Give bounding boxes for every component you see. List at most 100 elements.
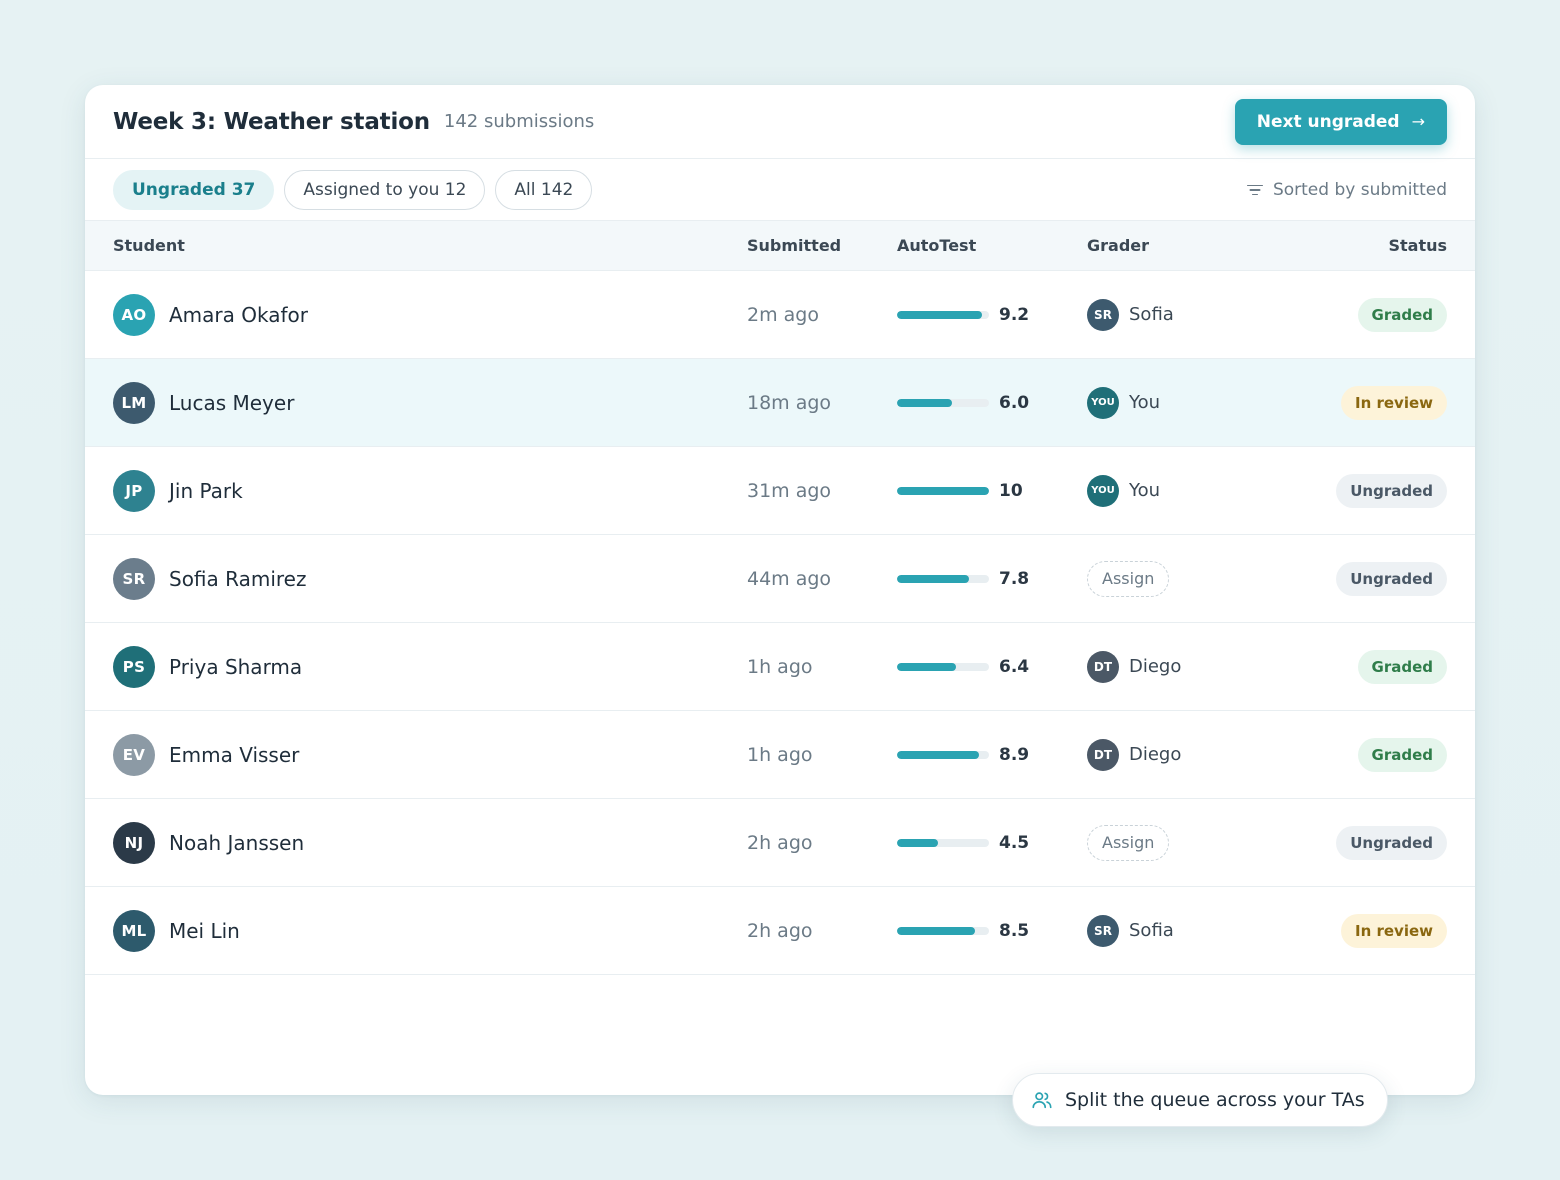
- column-header-submitted[interactable]: Submitted: [747, 236, 842, 255]
- table-row[interactable]: LM Lucas Meyer 18m ago 6.0 YOU You In review: [85, 359, 1475, 447]
- submissions-card: Week 3: Weather station 142 submissions …: [85, 85, 1475, 1095]
- autotest-cell: 6.0: [897, 393, 1087, 413]
- grader-cell: Assign: [1087, 560, 1287, 597]
- grader-cell: DT Diego: [1087, 650, 1287, 683]
- assign-grader-button[interactable]: Assign: [1087, 824, 1170, 861]
- grader-cell: SR Sofia: [1087, 298, 1287, 331]
- filter-chip-all[interactable]: All 142: [495, 169, 593, 210]
- grader-name: Diego: [1129, 656, 1182, 677]
- grader-cell: YOU You: [1087, 474, 1287, 507]
- status-cell: In review: [1287, 913, 1447, 948]
- grader-name: Sofia: [1129, 304, 1174, 325]
- grader-name: Sofia: [1129, 920, 1174, 941]
- table-header: Student Submitted AutoTest Grader Status: [85, 221, 1475, 271]
- filter-bar: Ungraded 37 Assigned to you 12 All 142 S…: [85, 159, 1475, 221]
- autotest-bar-fill: [897, 750, 979, 759]
- card-header: Week 3: Weather station 142 submissions …: [85, 85, 1475, 159]
- student-name[interactable]: Emma Visser: [169, 742, 300, 767]
- student-name[interactable]: Sofia Ramirez: [169, 566, 307, 591]
- submission-list: AO Amara Okafor 2m ago 9.2 SR Sofia Graded LM Lu…: [85, 271, 1475, 975]
- autotest-score: 8.9: [999, 744, 1030, 765]
- table-row[interactable]: ML Mei Lin 2h ago 8.5 SR Sofia In review: [85, 887, 1475, 975]
- student-cell: NJ Noah Janssen: [113, 821, 747, 864]
- submitted-cell: 2h ago: [747, 920, 897, 942]
- grader-cell: YOU You: [1087, 386, 1287, 419]
- autotest-bar: [897, 838, 989, 847]
- student-name[interactable]: Noah Janssen: [169, 830, 305, 855]
- avatar: AO: [113, 293, 155, 336]
- sort-icon: [1246, 184, 1263, 196]
- submitted-cell: 31m ago: [747, 480, 897, 502]
- table-row[interactable]: NJ Noah Janssen 2h ago 4.5 Assign Ungraded: [85, 799, 1475, 887]
- student-name[interactable]: Amara Okafor: [169, 302, 308, 327]
- submitted-cell: 1h ago: [747, 656, 897, 678]
- autotest-cell: 8.9: [897, 745, 1087, 765]
- avatar: ML: [113, 909, 155, 952]
- status-cell: Graded: [1287, 297, 1447, 332]
- status-badge: In review: [1340, 913, 1447, 948]
- table-row[interactable]: JP Jin Park 31m ago 10 YOU You Ungraded: [85, 447, 1475, 535]
- status-badge: Ungraded: [1336, 561, 1447, 596]
- autotest-bar-fill: [897, 486, 989, 495]
- status-badge: Ungraded: [1336, 473, 1447, 508]
- split-queue-toast[interactable]: Split the queue across your TAs: [1012, 1073, 1388, 1127]
- autotest-cell: 6.4: [897, 657, 1087, 677]
- avatar: LM: [113, 381, 155, 424]
- student-cell: LM Lucas Meyer: [113, 381, 747, 424]
- status-badge: Graded: [1357, 649, 1447, 684]
- autotest-score: 4.5: [999, 832, 1030, 853]
- autotest-cell: 4.5: [897, 833, 1087, 853]
- next-ungraded-button[interactable]: Next ungraded →: [1234, 98, 1447, 145]
- table-row[interactable]: PS Priya Sharma 1h ago 6.4 DT Diego Graded: [85, 623, 1475, 711]
- student-cell: PS Priya Sharma: [113, 645, 747, 688]
- column-header-grader[interactable]: Grader: [1087, 236, 1150, 255]
- submitted-cell: 18m ago: [747, 392, 897, 414]
- autotest-cell: 10: [897, 481, 1087, 501]
- autotest-bar-fill: [897, 926, 976, 935]
- table-row[interactable]: AO Amara Okafor 2m ago 9.2 SR Sofia Graded: [85, 271, 1475, 359]
- autotest-bar: [897, 310, 989, 319]
- autotest-score: 9.2: [999, 304, 1030, 325]
- column-header-student[interactable]: Student: [113, 236, 185, 255]
- table-row[interactable]: SR Sofia Ramirez 44m ago 7.8 Assign Ungraded: [85, 535, 1475, 623]
- student-name[interactable]: Priya Sharma: [169, 654, 303, 679]
- sort-control[interactable]: Sorted by submitted: [1246, 180, 1447, 200]
- grader-name: You: [1129, 480, 1161, 501]
- autotest-bar: [897, 398, 989, 407]
- grader-avatar: SR: [1087, 298, 1119, 331]
- column-header-autotest[interactable]: AutoTest: [897, 236, 977, 255]
- grader-name: You: [1129, 392, 1161, 413]
- arrow-right-icon: →: [1411, 112, 1425, 131]
- assign-grader-button[interactable]: Assign: [1087, 560, 1170, 597]
- student-name[interactable]: Mei Lin: [169, 918, 240, 943]
- submitted-cell: 1h ago: [747, 744, 897, 766]
- grader-avatar: DT: [1087, 650, 1119, 683]
- grader-name: Diego: [1129, 744, 1182, 765]
- status-cell: In review: [1287, 385, 1447, 420]
- autotest-bar-fill: [897, 838, 939, 847]
- users-icon: [1032, 1092, 1052, 1109]
- grader-cell: DT Diego: [1087, 738, 1287, 771]
- submitted-time: 1h ago: [747, 655, 813, 678]
- submitted-time: 2m ago: [747, 303, 819, 326]
- filter-chip-ungraded[interactable]: Ungraded 37: [113, 169, 275, 210]
- submitted-time: 2h ago: [747, 919, 813, 942]
- student-name[interactable]: Lucas Meyer: [169, 390, 295, 415]
- student-name[interactable]: Jin Park: [169, 478, 243, 503]
- submission-count: 142 submissions: [443, 111, 595, 132]
- column-header-status[interactable]: Status: [1388, 236, 1447, 255]
- submitted-cell: 44m ago: [747, 568, 897, 590]
- autotest-score: 6.4: [999, 656, 1030, 677]
- autotest-bar: [897, 750, 989, 759]
- avatar: PS: [113, 645, 155, 688]
- page-title: Week 3: Weather station: [113, 108, 430, 135]
- table-row[interactable]: EV Emma Visser 1h ago 8.9 DT Diego Graded: [85, 711, 1475, 799]
- autotest-score: 6.0: [999, 392, 1030, 413]
- next-ungraded-label: Next ungraded: [1256, 111, 1400, 132]
- filter-chip-assigned[interactable]: Assigned to you 12: [284, 169, 486, 210]
- student-cell: AO Amara Okafor: [113, 293, 747, 336]
- submitted-time: 31m ago: [747, 479, 832, 502]
- status-cell: Ungraded: [1287, 825, 1447, 860]
- student-cell: EV Emma Visser: [113, 733, 747, 776]
- submitted-time: 18m ago: [747, 391, 832, 414]
